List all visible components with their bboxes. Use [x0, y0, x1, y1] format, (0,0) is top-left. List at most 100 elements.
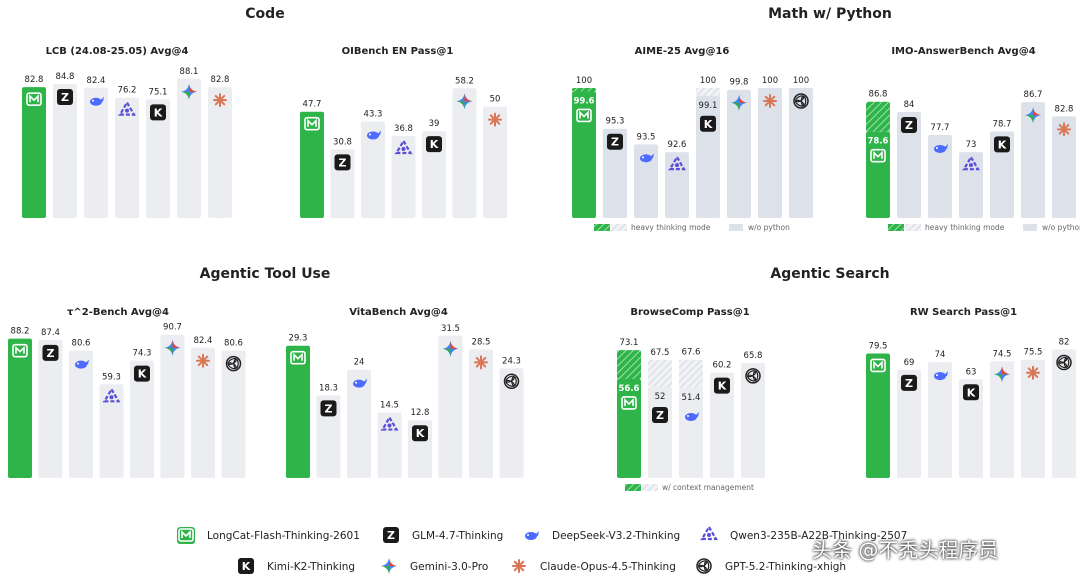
bar-gpt: [1052, 349, 1076, 478]
kimi-icon: K: [714, 377, 730, 394]
kimi-icon-glyph: K: [416, 427, 425, 440]
data-label: 24.3: [502, 356, 521, 366]
longcat-icon: [304, 116, 320, 131]
data-label: 12.8: [411, 408, 430, 418]
gpt-icon: [225, 355, 242, 372]
claude-icon: [1057, 122, 1071, 137]
qwen-icon: [380, 415, 399, 431]
legend-label-gpt: GPT-5.2-Thinking-xhigh: [725, 561, 846, 573]
bar-longcat: [617, 378, 641, 478]
bar-gemini: [177, 78, 201, 218]
chart-2: AIME-25 Avg@16 100 99.6 95.3 Z 93.5 92.6 100 99.…: [572, 46, 813, 232]
data-label: 84.8: [56, 72, 75, 82]
claude-icon: [196, 353, 210, 368]
bar-gemini: [727, 89, 751, 218]
glm-icon-glyph: Z: [339, 156, 347, 169]
glm-icon-glyph: Z: [905, 119, 913, 132]
alt-swatch-green: [594, 224, 610, 231]
gemini-icon: [181, 83, 197, 100]
kimi-icon-glyph: K: [718, 380, 727, 393]
data-label: 74: [935, 350, 946, 360]
glm-icon-glyph: Z: [387, 529, 395, 542]
chart-title: VitaBench Avg@4: [349, 307, 448, 318]
kimi-icon-glyph: K: [138, 368, 147, 381]
kimi-icon: K: [134, 365, 150, 382]
data-label: 47.7: [303, 100, 322, 110]
alt-swatch-gray: [642, 484, 658, 491]
gemini-icon: [381, 558, 397, 574]
gemini-icon: [1025, 107, 1041, 124]
gpt-icon: [1056, 354, 1072, 371]
glm-icon-glyph: Z: [325, 402, 333, 415]
deepseek-icon: [640, 153, 654, 163]
bar-glm: [53, 84, 77, 219]
data-label: 92.6: [668, 140, 687, 150]
claude-icon: [1026, 365, 1040, 380]
bar-gemini: [438, 335, 463, 478]
bar-deepseek: [928, 362, 952, 478]
kimi-icon-glyph: K: [998, 138, 1007, 151]
deepseek-icon: [934, 371, 948, 381]
data-label: 28.5: [472, 337, 491, 347]
kimi-icon: K: [426, 136, 442, 153]
claude-icon: [213, 93, 227, 108]
claude-icon: [488, 112, 502, 127]
legend-label-qwen: Qwen3-235B-A22B-Thinking-2507: [730, 530, 907, 542]
bar-gemini: [1021, 102, 1045, 218]
data-label: 63: [966, 367, 977, 377]
gpt-icon: [696, 558, 712, 574]
bar-longcat: [866, 131, 890, 218]
glm-icon-glyph: Z: [656, 409, 664, 422]
kimi-icon-glyph: K: [704, 118, 713, 131]
bar-longcat: [300, 111, 324, 218]
chart-title: τ^2-Bench Avg@4: [67, 307, 169, 318]
alt-swatch-gray: [905, 224, 921, 231]
kimi-icon: K: [150, 104, 166, 121]
qwen-icon: [118, 100, 136, 116]
data-label: 82.8: [211, 75, 230, 85]
bar-claude: [469, 349, 493, 478]
kimi-icon-glyph: K: [430, 138, 439, 151]
chart-7: RW Search Pass@1 79.5 69 Z 74 63 K 74.5 75.5 82: [866, 307, 1076, 478]
legend-label-claude: Claude-Opus-4.5-Thinking: [540, 561, 676, 573]
bar-deepseek: [347, 369, 371, 478]
bar-glm: [603, 128, 627, 218]
bar-claude: [191, 347, 215, 478]
data-label: 99.8: [730, 78, 749, 88]
bar-kimi: [146, 99, 170, 218]
chart-title: BrowseComp Pass@1: [630, 307, 749, 318]
data-label: 43.3: [364, 110, 383, 120]
kimi-icon: K: [963, 384, 979, 401]
watermark: 头条 @不秃头程序员: [812, 538, 999, 562]
data-label: 74.3: [133, 349, 152, 359]
bar-glm: [897, 111, 921, 218]
bar-kimi: [422, 131, 446, 218]
legend-group: LongCat-Flash-Thinking-2601 Z GLM-4.7-Thin…: [177, 524, 907, 574]
chart-3: IMO-AnswerBench Avg@4 86.8 78.6 84 Z 77.7 73 78…: [866, 46, 1080, 232]
deepseek-icon: [90, 96, 104, 106]
section-title-0: Code: [245, 6, 284, 22]
bar-deepseek: [69, 350, 93, 478]
data-label-alt: 86.8: [869, 90, 888, 100]
glm-icon: Z: [901, 374, 917, 391]
glm-icon-glyph: Z: [47, 347, 55, 360]
longcat-icon: [26, 92, 42, 106]
deepseek-icon: [934, 143, 948, 153]
data-label: 73: [966, 140, 977, 150]
data-label-alt: 67.5: [651, 348, 670, 358]
data-label: 74.5: [993, 349, 1012, 359]
data-label: 78.7: [993, 119, 1012, 129]
gemini-icon: [731, 94, 747, 111]
bar-alt-deepseek: [679, 359, 703, 389]
bar-deepseek: [928, 134, 952, 218]
data-label: 78.6: [868, 137, 889, 147]
deepseek-icon: [685, 412, 699, 422]
data-label: 60.2: [713, 361, 732, 371]
bar-alt-glm: [648, 359, 672, 387]
bar-kimi: [696, 95, 720, 218]
data-label: 59.3: [102, 372, 121, 382]
longcat-icon: [576, 108, 592, 123]
claude-icon: [512, 559, 526, 573]
alt2-legend-label: w/o python: [748, 223, 790, 232]
gemini-icon: [164, 339, 181, 356]
